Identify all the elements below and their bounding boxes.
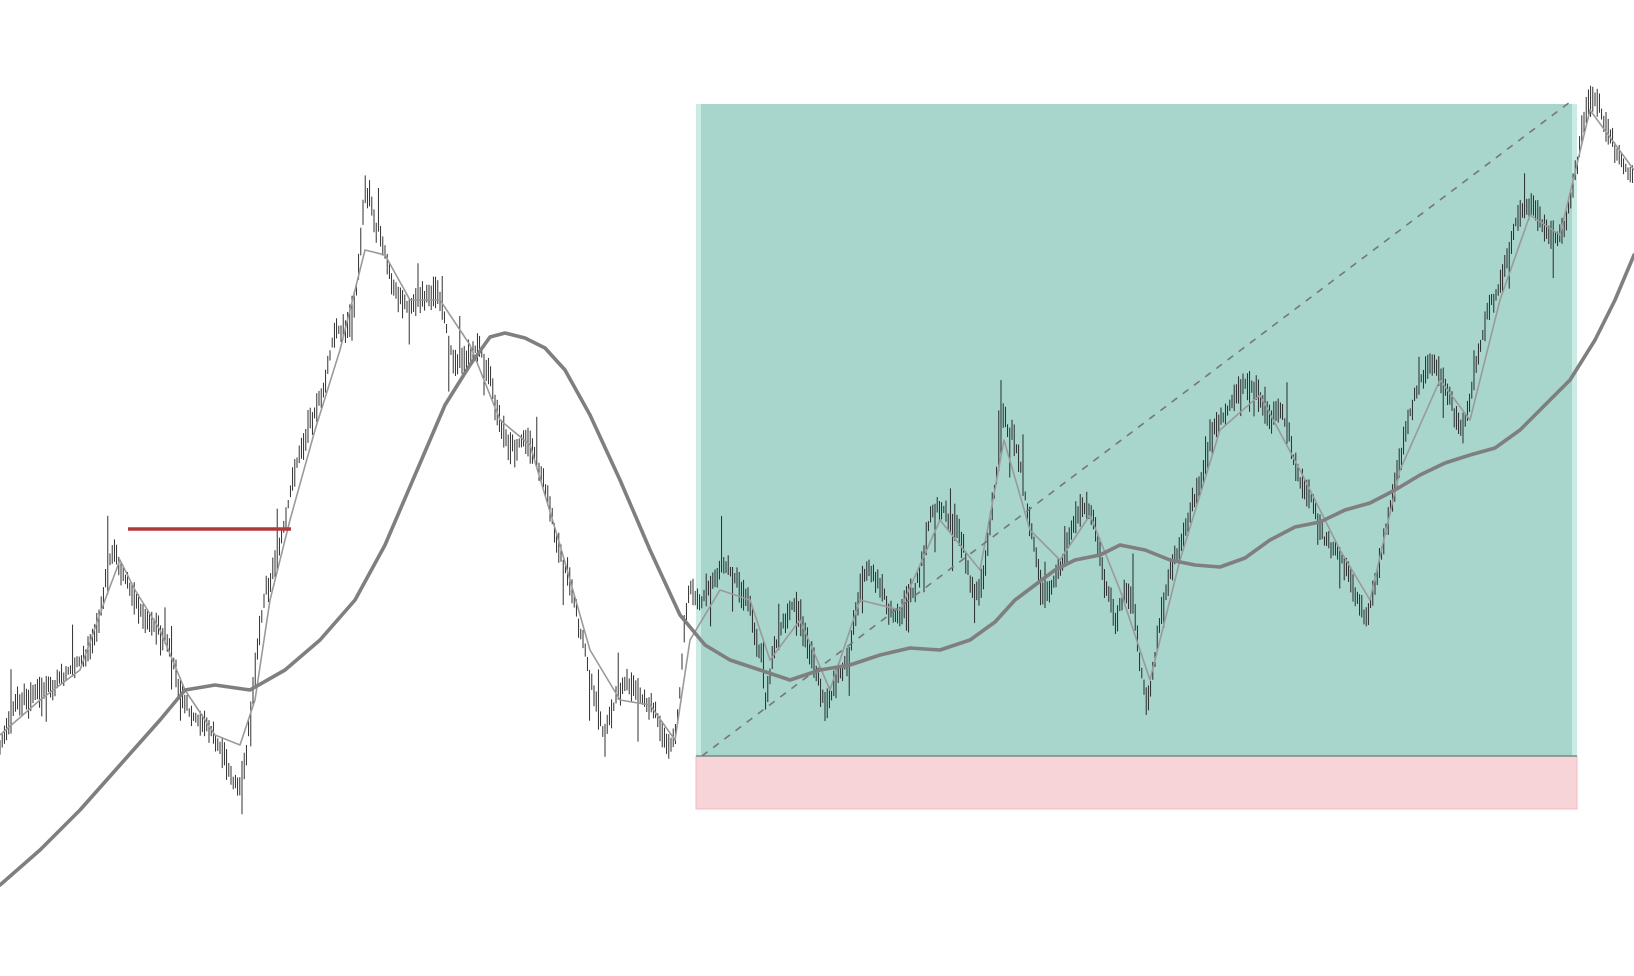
moving-averages bbox=[0, 109, 1634, 887]
position-zones bbox=[695, 104, 1578, 810]
annotations bbox=[128, 101, 1571, 757]
slow-ma-line bbox=[0, 253, 1634, 887]
stop-zone bbox=[695, 755, 1578, 810]
profit-zone-right-edge bbox=[1572, 104, 1577, 756]
fast-ma-line bbox=[0, 109, 1634, 746]
profit-zone bbox=[696, 104, 1577, 756]
price-series bbox=[0, 85, 1633, 815]
profit-zone-left-edge bbox=[696, 104, 701, 756]
